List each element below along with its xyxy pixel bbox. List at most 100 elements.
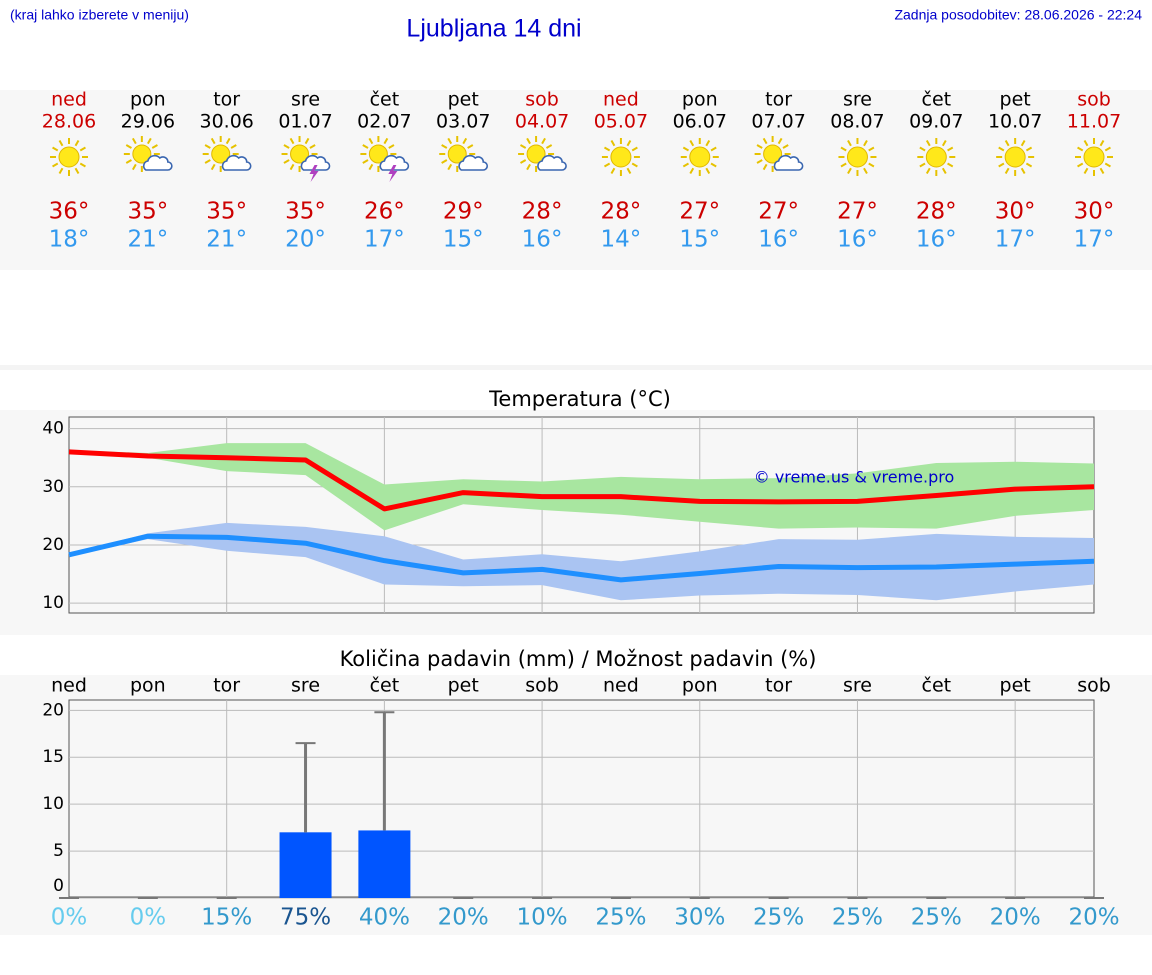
max-temp: 27° <box>837 199 878 225</box>
max-temp: 28° <box>601 199 642 225</box>
sun-ray <box>762 137 768 145</box>
hint: (kraj lahko izberete v meniju) <box>10 7 189 23</box>
date: 02.07 <box>357 111 411 133</box>
cloud <box>537 154 567 171</box>
day-name: tor <box>213 89 240 111</box>
weather-icon <box>123 136 173 172</box>
day-name: pet <box>448 89 479 111</box>
max-temp: 28° <box>522 199 563 225</box>
sun-ray <box>626 167 632 174</box>
min-temp: 15° <box>679 227 720 253</box>
probability-label: 15% <box>201 905 252 931</box>
min-temp: 18° <box>49 227 90 253</box>
weather-icon <box>601 138 640 176</box>
date: 29.06 <box>121 111 175 133</box>
sun-ray <box>863 140 868 147</box>
sun <box>610 146 632 168</box>
sun <box>1083 146 1105 168</box>
max-temp: 35° <box>206 199 247 225</box>
sun-ray <box>682 162 690 168</box>
day-name: pet <box>1000 89 1031 111</box>
date: 04.07 <box>515 111 569 133</box>
x-tick-label: sre <box>291 675 320 697</box>
date: 08.07 <box>830 111 884 133</box>
weather-icon <box>754 136 804 172</box>
sun-ray <box>919 146 926 152</box>
cloud <box>221 154 252 171</box>
sun-ray <box>777 137 783 145</box>
weather-icon <box>360 136 410 182</box>
date: 28.06 <box>42 111 96 133</box>
x-tick-label: sre <box>843 675 872 697</box>
bar <box>279 832 332 898</box>
probability-label: 75% <box>280 905 331 931</box>
max-temp: 26° <box>364 199 405 225</box>
weather-icon <box>518 136 567 172</box>
sun-ray <box>230 144 237 149</box>
sun-ray <box>631 146 638 152</box>
sun-ray <box>362 159 369 164</box>
sun-ray <box>603 162 611 168</box>
weather-icon <box>50 138 88 176</box>
sun-ray <box>146 137 152 145</box>
sun-ray <box>210 137 216 145</box>
sun-ray <box>840 162 847 168</box>
probability-label: 25% <box>595 905 646 931</box>
sun-ray <box>756 144 763 149</box>
sun-ray <box>545 144 553 149</box>
sun-ray <box>304 137 310 145</box>
sun-ray <box>610 140 616 147</box>
sun-ray <box>467 144 474 149</box>
page-title: Ljubljana 14 dni <box>406 15 581 43</box>
sun-ray <box>762 163 768 171</box>
temp-line <box>68 449 1095 512</box>
sun-ray <box>125 159 132 164</box>
x-tick-label: sob <box>1077 675 1111 697</box>
weather-icon <box>439 136 489 172</box>
y-tick-label: 15 <box>42 747 64 767</box>
sun-ray <box>383 137 389 145</box>
lightning <box>388 165 398 182</box>
cloud <box>379 154 410 171</box>
sun <box>689 146 711 168</box>
probability-label: 0% <box>130 905 167 931</box>
day-name: pon <box>130 89 166 111</box>
sun <box>368 144 388 164</box>
sun-ray <box>705 140 711 147</box>
watermark: © vreme.us & vreme.pro <box>754 468 955 487</box>
sun-ray <box>1025 162 1033 168</box>
sun-ray <box>863 167 868 174</box>
updated: Zadnja posodobitev: 28.06.2026 - 22:24 <box>894 7 1142 23</box>
sun-ray <box>689 167 695 174</box>
y-tick-label: 0 <box>53 876 64 896</box>
sun-ray <box>1077 146 1084 152</box>
min-temp: 14° <box>601 227 642 253</box>
day-name: sre <box>291 89 320 111</box>
sun-ray <box>603 146 611 152</box>
sun-ray <box>289 163 295 171</box>
min-temp: 17° <box>995 227 1036 253</box>
x-tick-label: čet <box>922 675 952 697</box>
sun-ray <box>210 163 216 171</box>
sun-ray <box>947 146 954 152</box>
sun-ray <box>204 159 211 164</box>
sun-ray <box>998 162 1005 168</box>
cloud <box>300 154 331 171</box>
min-temp: 21° <box>206 227 247 253</box>
sun-ray <box>941 167 947 174</box>
sun-ray <box>689 140 695 147</box>
sun-ray <box>925 167 931 174</box>
day-name: sob <box>525 89 559 111</box>
date: 07.07 <box>751 111 805 133</box>
date: 09.07 <box>909 111 963 133</box>
date: 05.07 <box>594 111 648 133</box>
sun-ray <box>756 159 763 164</box>
sun-ray <box>925 140 931 147</box>
sun <box>290 144 310 164</box>
weather-icon <box>680 138 719 176</box>
sun-ray <box>131 163 137 171</box>
lightning <box>309 165 319 182</box>
x-tick-label: pet <box>448 675 479 697</box>
sun-ray <box>79 162 86 168</box>
